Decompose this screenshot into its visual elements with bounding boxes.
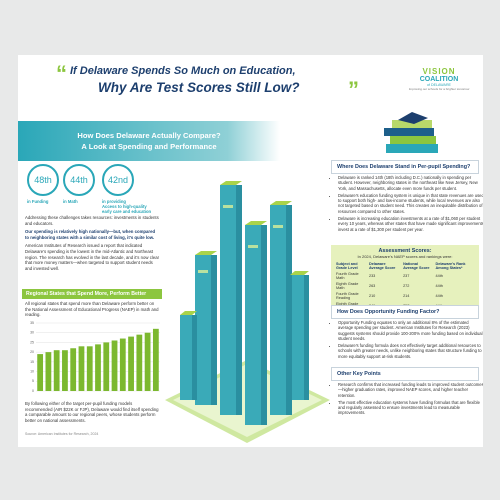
rank-label: in Math (63, 199, 78, 204)
bar (111, 340, 118, 391)
rank-circle: 48th (27, 164, 59, 196)
logo-text: COALITION (419, 76, 459, 83)
bar (53, 350, 60, 391)
bullet: Delaware's funding formula does not effe… (338, 343, 483, 359)
rank-label-strong: Access to high-quality early care and ed… (102, 204, 152, 214)
bar (95, 344, 101, 391)
section-header: How Does Opportunity Funding Factor? (331, 305, 479, 319)
section-header: Regional States that Spend More, Perform… (22, 289, 162, 299)
y-tick-label: 30 (30, 331, 34, 335)
quote-mark: “ (56, 61, 67, 86)
table-cell: 272 (403, 284, 410, 288)
bar (62, 350, 68, 391)
bar (119, 338, 126, 391)
bar (70, 348, 77, 391)
bar (136, 334, 143, 391)
y-tick-label: 20 (30, 350, 34, 354)
table-cell: Fourth Grade Math (336, 272, 359, 280)
rank: 48th (34, 175, 52, 185)
rank-circle: 42nd (102, 164, 134, 196)
section-header: Where Does Delaware Stand in Per-pupil S… (331, 160, 479, 174)
y-tick-label: 5 (32, 379, 34, 383)
logo-tagline: Improving our schools for a brighter tom… (408, 87, 470, 91)
rank: 42nd (107, 175, 129, 185)
bullet-list: Research confirms that increased funding… (331, 382, 483, 418)
bar (152, 328, 159, 391)
source: Source: American Institutes for Research… (25, 432, 99, 436)
title-line: Why Are Test Scores Still Low? (98, 80, 300, 95)
table-cell: Fourth Grade Reading (336, 292, 359, 300)
paragraph: By following either of the target per-pu… (25, 401, 159, 423)
scores-table: Subject and Grade Level Delaware Average … (334, 261, 476, 311)
table-title: Assessment Scores: (378, 248, 432, 254)
table-row: Fourth Grade Math 233 237 44th (334, 271, 476, 281)
column-header: Delaware Average Score (368, 262, 396, 270)
table-cell: 263 (368, 284, 376, 288)
paragraph: Addressing these challenges takes resour… (25, 215, 159, 226)
column-header: National Average Score (403, 262, 430, 270)
city-illustration (165, 181, 330, 443)
y-tick-label: 0 (32, 389, 34, 393)
table-cell: 214 (403, 294, 410, 298)
bullet: Opportunity Funding equates to only an a… (338, 320, 483, 341)
bullet: The most effective education systems hav… (338, 400, 483, 416)
rank: 44th (70, 175, 88, 185)
column-header: Delaware's Rank Among States* (435, 262, 466, 270)
bullet: Delaware is ranked 14th (18th including … (338, 175, 483, 191)
table-row: Fourth Grade Reading 210 214 44th (334, 291, 476, 301)
paragraph: American Institutes of Research issued a… (25, 243, 160, 271)
logo: VISION COALITION of DELAWARE Improving o… (403, 67, 475, 91)
bar (128, 336, 134, 391)
banner-text: How Does Delaware Actually Compare? (77, 131, 221, 140)
bar (45, 352, 52, 391)
bar-chart: 0 5 10 15 20 25 30 35 (30, 321, 160, 393)
books-illustration (384, 112, 438, 153)
quote-mark: ” (348, 77, 359, 102)
poster: “ If Delaware Spends So Much on Educatio… (18, 55, 483, 447)
bullet: Delaware is increasing education investm… (338, 216, 483, 232)
bar (144, 332, 151, 391)
title-line: If Delaware Spends So Much on Education, (70, 65, 296, 77)
table-cell: 233 (368, 274, 376, 278)
bullet-list: Opportunity Funding equates to only an a… (331, 320, 483, 361)
rank-label: in Funding (27, 199, 49, 204)
y-tick-label: 15 (30, 360, 34, 364)
table-header: Subject and Grade Level Delaware Average … (334, 261, 476, 271)
paragraph: All regional states that spend more than… (25, 301, 159, 318)
bar (86, 346, 93, 391)
table-cell: 210 (368, 294, 376, 298)
intro: Addressing these challenges takes resour… (25, 215, 160, 271)
rank-circle: 44th (63, 164, 95, 196)
banner: How Does Delaware Actually Compare? A Lo… (18, 121, 280, 161)
y-tick-label: 35 (30, 321, 34, 325)
table-cell: 44th (435, 274, 443, 278)
table-intro: In 2024, Delaware's NAEP scores and rank… (357, 254, 453, 259)
table-cell: Eighth Grade Math (336, 282, 359, 290)
bullet: Delaware's education funding system is u… (338, 193, 483, 214)
banner-text: A Look at Spending and Performance (81, 142, 217, 151)
bullet-list: Delaware is ranked 14th (18th including … (331, 175, 483, 234)
bar (103, 342, 110, 391)
rank-label: in providing (102, 199, 126, 204)
logo-text: VISION (422, 67, 456, 76)
table-cell: 44th (435, 294, 443, 298)
bullet: Research confirms that increased funding… (338, 382, 483, 398)
table-cell: 44th (435, 284, 443, 288)
section-header: Other Key Points (331, 367, 479, 381)
logo-text: of DELAWARE (427, 83, 451, 87)
bar (37, 354, 44, 391)
paragraph: Our spending is relatively high national… (25, 229, 156, 240)
table-cell: 237 (403, 274, 410, 278)
y-tick-label: 25 (30, 340, 34, 344)
bar (78, 346, 85, 391)
table-row: Eighth Grade Math 263 272 44th (334, 281, 476, 291)
rank-label: in providing Access to high-quality early… (102, 199, 154, 214)
y-tick-label: 10 (30, 369, 34, 373)
column-header: Subject and Grade Level (336, 262, 358, 270)
